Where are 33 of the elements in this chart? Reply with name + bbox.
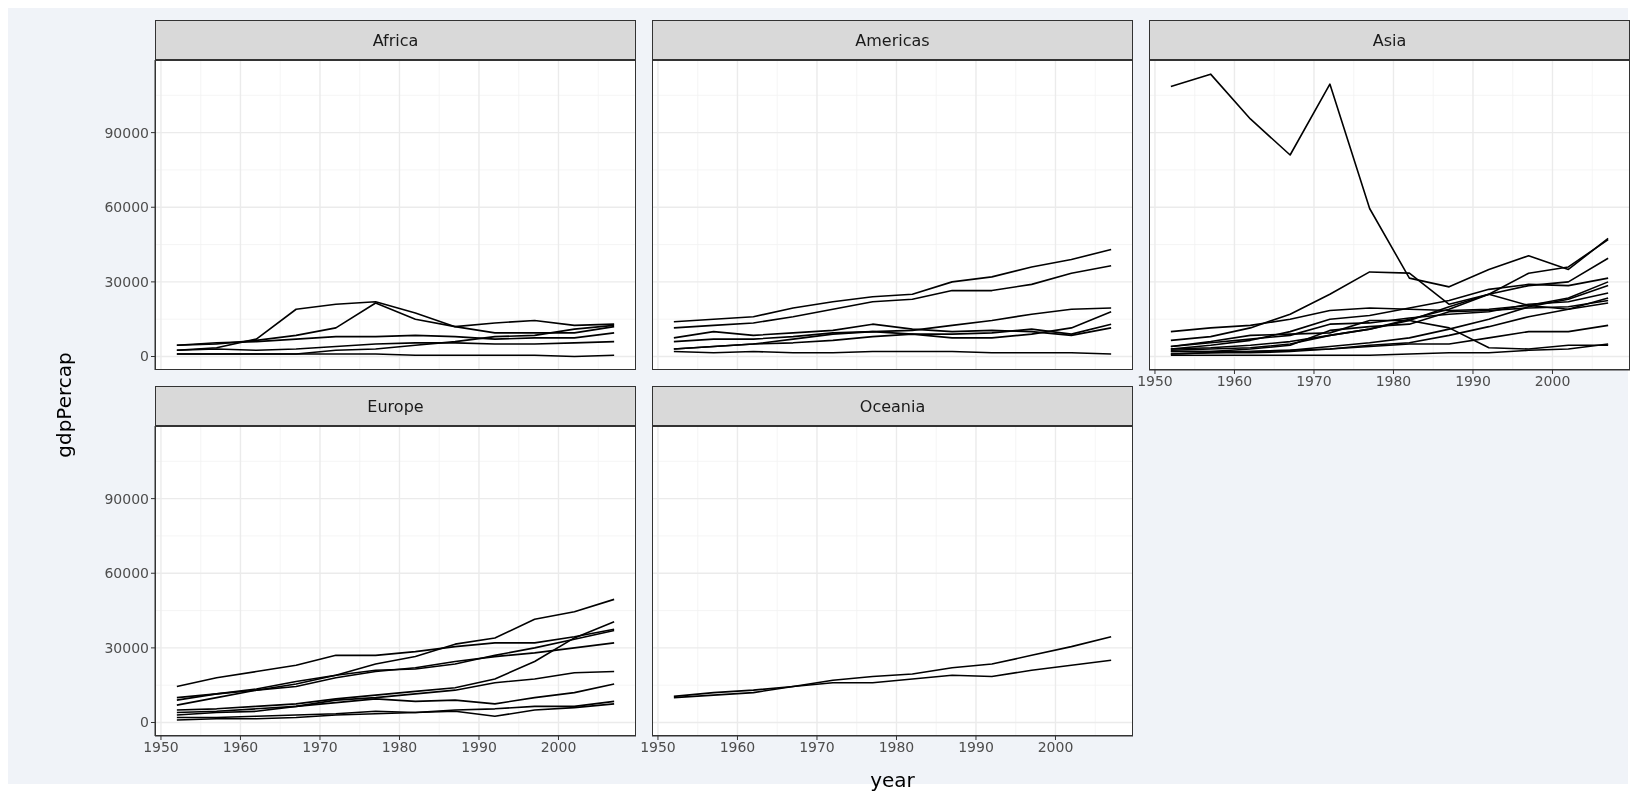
y-tick-label: 0 <box>140 714 149 731</box>
y-tick-label: 0 <box>140 348 149 365</box>
chart-title: Europe <box>367 396 424 416</box>
x-tick-label: 1990 <box>461 738 497 755</box>
x-tick-label: 1980 <box>878 738 915 755</box>
chart-title: Africa <box>372 30 419 50</box>
x-tick-label: 2000 <box>1037 738 1074 755</box>
x-axis-title: year <box>870 768 915 792</box>
x-tick-label: 1960 <box>1216 372 1253 389</box>
y-tick-label: 30000 <box>104 273 149 290</box>
y-tick-label: 90000 <box>104 490 149 507</box>
x-tick-label: 1970 <box>1296 372 1332 389</box>
chart-title: Americas <box>855 30 930 50</box>
x-tick-label: 1950 <box>143 738 179 755</box>
x-tick-label: 1950 <box>1137 372 1173 389</box>
x-tick-label: 1970 <box>302 738 338 755</box>
y-tick-label: 90000 <box>104 124 149 141</box>
x-tick-label: 1990 <box>1455 372 1491 389</box>
y-axis-title: gdpPercap <box>52 352 76 458</box>
x-tick-label: 2000 <box>1534 372 1571 389</box>
x-tick-label: 1950 <box>640 738 676 755</box>
y-tick-label: 60000 <box>104 199 149 216</box>
x-tick-label: 1980 <box>381 738 418 755</box>
x-tick-label: 1990 <box>958 738 994 755</box>
x-tick-label: 2000 <box>540 738 577 755</box>
x-tick-label: 1980 <box>1375 372 1412 389</box>
x-tick-label: 1970 <box>799 738 835 755</box>
y-tick-label: 60000 <box>104 565 149 582</box>
chart-title: Asia <box>1372 30 1407 50</box>
chart-title: Oceania <box>859 396 926 416</box>
y-tick-label: 30000 <box>104 639 149 656</box>
x-tick-label: 1960 <box>719 738 756 755</box>
x-tick-label: 1960 <box>222 738 259 755</box>
